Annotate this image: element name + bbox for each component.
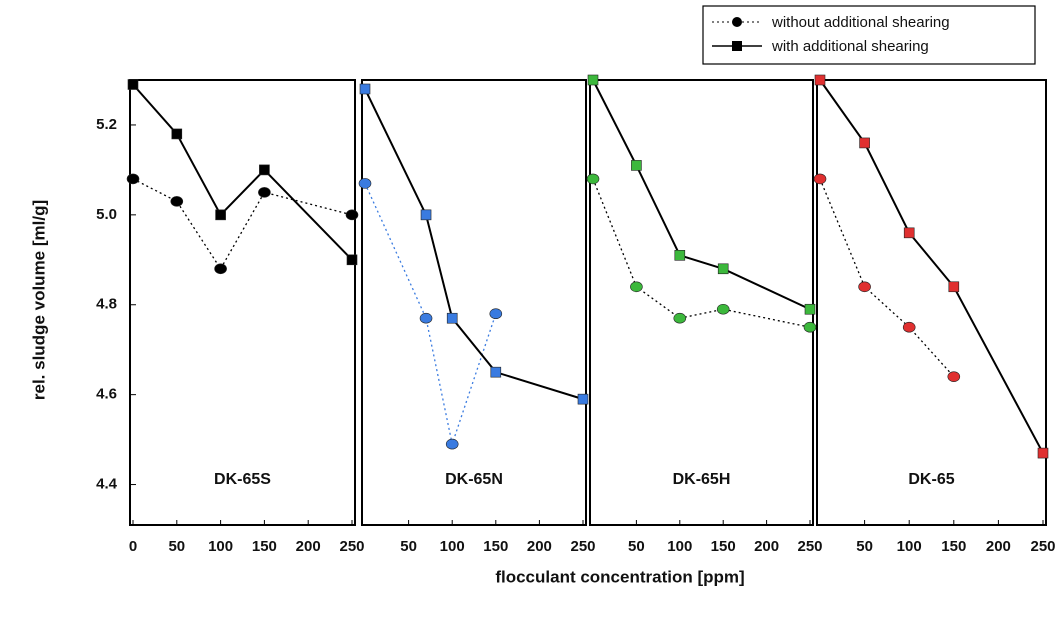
legend-label: with additional shearing xyxy=(771,38,929,55)
data-point xyxy=(674,250,686,261)
data-point xyxy=(446,312,458,324)
y-tick-label: 4.6 xyxy=(96,386,117,403)
x-tick-label: 250 xyxy=(339,538,364,555)
data-point xyxy=(858,281,871,293)
data-point xyxy=(814,74,826,86)
data-point xyxy=(859,137,870,149)
data-point xyxy=(258,187,271,198)
data-point xyxy=(126,173,140,185)
x-tick-label: 150 xyxy=(483,538,508,555)
series-line xyxy=(132,83,353,261)
x-tick-label: 100 xyxy=(667,538,692,555)
data-point xyxy=(489,308,503,320)
data-point xyxy=(171,128,183,140)
x-tick-label: 200 xyxy=(754,538,779,555)
data-point xyxy=(345,209,359,221)
data-point xyxy=(948,281,960,293)
x-tick-label: 0 xyxy=(129,538,137,555)
x-tick-label: 200 xyxy=(296,538,321,555)
data-point xyxy=(577,393,589,405)
data-point xyxy=(419,312,433,324)
data-point xyxy=(903,227,915,239)
data-point xyxy=(170,196,184,207)
data-point xyxy=(259,164,270,176)
series-line xyxy=(364,88,584,401)
data-point xyxy=(359,83,371,95)
x-axis-label: flocculant concentration [ppm] xyxy=(495,567,744,586)
x-tick-label: 150 xyxy=(941,538,966,555)
series-line xyxy=(819,79,1044,454)
x-tick-label: 50 xyxy=(628,538,645,555)
series-line xyxy=(819,178,955,378)
y-tick-label: 4.4 xyxy=(96,476,118,493)
x-tick-label: 200 xyxy=(986,538,1011,555)
data-point xyxy=(631,160,642,171)
legend-label: without additional shearing xyxy=(771,14,950,31)
data-point xyxy=(358,178,372,189)
x-tick-label: 150 xyxy=(711,538,736,555)
data-point xyxy=(586,173,600,185)
data-point xyxy=(346,254,358,266)
legend-marker xyxy=(732,17,742,27)
panel-title: DK-65 xyxy=(908,471,954,488)
panel-frame xyxy=(129,79,356,526)
panel-title: DK-65H xyxy=(673,471,731,488)
y-axis-label: rel. sludge volume [ml/g] xyxy=(29,200,48,400)
data-point xyxy=(716,303,730,315)
panel-title: DK-65S xyxy=(214,471,271,488)
data-point xyxy=(947,371,961,382)
panel-frame xyxy=(816,79,1047,526)
data-point xyxy=(804,303,816,315)
x-tick-label: 50 xyxy=(856,538,873,555)
y-tick-label: 5.2 xyxy=(96,116,117,133)
x-tick-label: 250 xyxy=(1030,538,1055,555)
x-tick-label: 150 xyxy=(252,538,277,555)
data-point xyxy=(1037,447,1049,459)
data-point xyxy=(717,263,729,275)
y-tick-label: 4.8 xyxy=(96,296,117,313)
data-point xyxy=(215,209,226,221)
panel-title: DK-65N xyxy=(445,471,503,488)
data-point xyxy=(587,74,599,86)
x-tick-label: 250 xyxy=(570,538,595,555)
legend-box xyxy=(702,5,1036,65)
x-tick-label: 100 xyxy=(897,538,922,555)
x-tick-label: 250 xyxy=(797,538,822,555)
series-line xyxy=(364,183,497,447)
y-tick-label: 5.0 xyxy=(96,206,117,223)
panel-frame xyxy=(589,79,814,526)
series-line xyxy=(592,178,811,328)
x-tick-label: 50 xyxy=(400,538,417,555)
legend-marker xyxy=(732,41,742,51)
data-point xyxy=(673,312,687,324)
data-point xyxy=(803,321,817,333)
data-point xyxy=(127,79,139,90)
data-point xyxy=(445,438,459,450)
panel-frame xyxy=(361,79,587,526)
data-point xyxy=(902,321,916,333)
x-tick-label: 50 xyxy=(168,538,185,555)
x-tick-label: 100 xyxy=(440,538,465,555)
data-point xyxy=(420,209,432,221)
x-tick-label: 100 xyxy=(208,538,233,555)
data-point xyxy=(490,366,502,378)
series-line xyxy=(592,79,811,311)
x-tick-label: 200 xyxy=(527,538,552,555)
data-point xyxy=(813,173,827,185)
data-point xyxy=(214,263,227,275)
data-point xyxy=(630,281,643,293)
